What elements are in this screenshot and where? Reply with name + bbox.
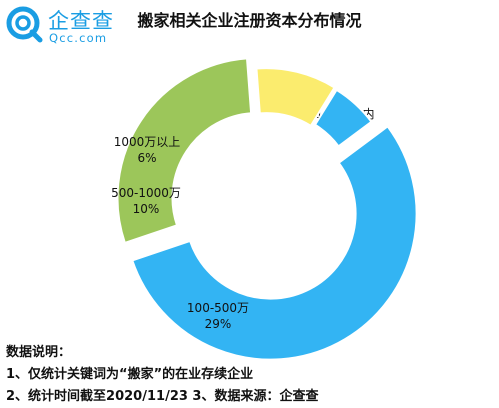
logo: 企查查 Qcc.com: [6, 4, 126, 45]
slice-2: [116, 57, 253, 245]
slice-value-2: 29%: [205, 317, 232, 331]
notes-line-1: 1、仅统计关键词为“搬家”的在业存续企业: [6, 367, 254, 382]
notes-heading: 数据说明：: [6, 345, 72, 360]
logo-domain: Qcc.com: [49, 31, 108, 45]
slice-label-4: 1000万以上: [114, 135, 181, 149]
slice-4: [313, 88, 373, 148]
slice-value-3: 10%: [133, 202, 160, 216]
logo-text: 企查查: [48, 9, 114, 33]
slice-value-4: 6%: [137, 151, 156, 165]
slice-3: [255, 67, 336, 128]
data-notes: 数据说明： 1、仅统计关键词为“搬家”的在业存续企业 2、统计时间截至2020/…: [6, 342, 318, 408]
slice-1: [131, 124, 418, 361]
slice-label-3: 500-1000万: [111, 186, 181, 200]
slice-label-2: 100-500万: [187, 301, 249, 315]
notes-line-2: 2、统计时间截至2020/11/23 3、数据来源：企查查: [6, 389, 319, 404]
qcc-logo-icon: [6, 6, 43, 43]
chart-title: 搬家相关企业注册资本分布情况: [137, 11, 362, 30]
